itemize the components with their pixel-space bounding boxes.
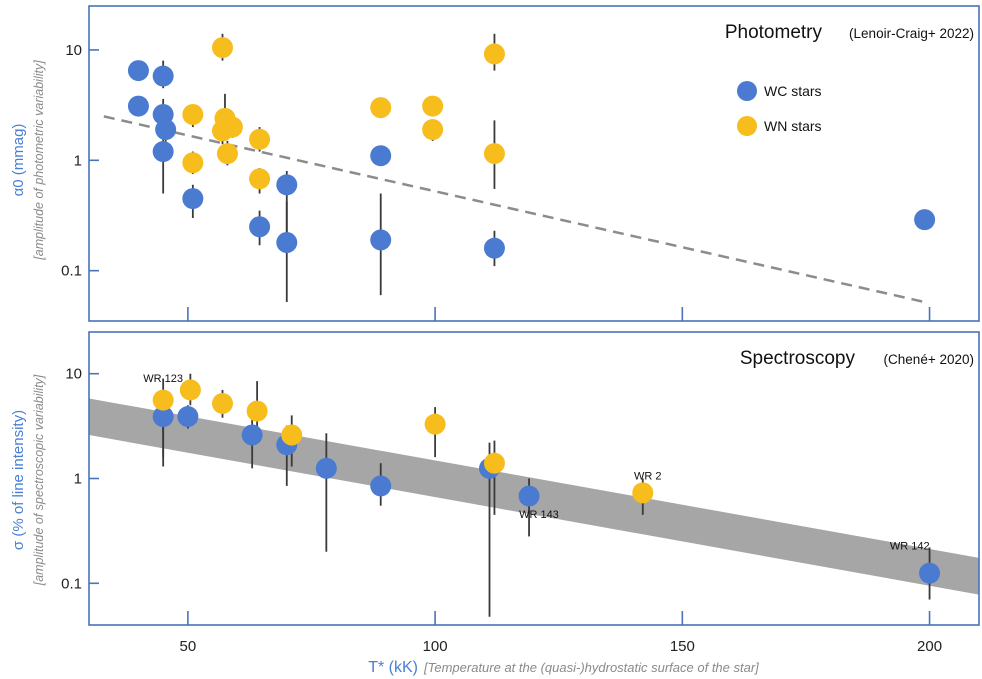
legend-label-wc: WC stars bbox=[764, 83, 822, 99]
photometry-panel: 0.1 1 10 Photometry (Lenoir-Craig+ 2022) W… bbox=[10, 5, 980, 322]
spectroscopy-point-wc bbox=[518, 485, 540, 507]
spectroscopy-ytick-label: 0.1 bbox=[61, 575, 82, 592]
photometry-ylabel: α0 (mmag) bbox=[10, 124, 27, 197]
photometry-point-wc bbox=[182, 188, 204, 210]
photometry-title-ref: (Lenoir-Craig+ 2022) bbox=[849, 26, 974, 41]
photometry-point-wc bbox=[249, 216, 271, 238]
spectroscopy-point-wn bbox=[281, 424, 303, 446]
photometry-point-wn bbox=[212, 37, 233, 59]
photometry-trend-line bbox=[103, 115, 925, 304]
spectroscopy-annotation: WR 143 bbox=[519, 509, 559, 521]
legend-label-wn: WN stars bbox=[764, 118, 822, 134]
photometry-ytick-label: 1 bbox=[74, 152, 82, 169]
spectroscopy-panel: WR 123 WR 143 WR 2 WR 142 0.1 1 10 Spectrosco… bbox=[10, 331, 980, 626]
photometry-point-wn bbox=[221, 116, 243, 138]
photometry-point-wn bbox=[249, 128, 271, 150]
spectroscopy-point-wn bbox=[246, 400, 268, 422]
spectroscopy-ylabel-sub: [amplitude of spectroscopic variability] bbox=[32, 374, 46, 586]
spectroscopy-point-wn bbox=[483, 452, 505, 474]
photometry-point-wc bbox=[152, 141, 174, 163]
photometry-point-wc bbox=[127, 95, 149, 117]
x-axis-label-sub: [Temperature at the (quasi-)hydrostatic … bbox=[423, 660, 759, 675]
spectroscopy-point-wn bbox=[152, 389, 174, 411]
photometry-point-wc bbox=[483, 237, 505, 259]
photometry-point-wn bbox=[249, 168, 271, 190]
spectroscopy-ytick-label: 1 bbox=[74, 471, 82, 488]
spectroscopy-annotation: WR 123 bbox=[143, 373, 183, 385]
x-axis-label: T* (kK) bbox=[368, 659, 418, 676]
legend-marker-wc bbox=[737, 81, 757, 101]
photometry-ytick-label: 0.1 bbox=[61, 263, 82, 280]
photometry-point-wn bbox=[422, 119, 444, 141]
spectroscopy-point-wc bbox=[177, 406, 199, 428]
photometry-point-wc bbox=[276, 174, 298, 196]
photometry-frame bbox=[88, 5, 980, 322]
spectroscopy-point-wc bbox=[241, 424, 263, 446]
spectroscopy-point-wc bbox=[315, 457, 337, 479]
legend-marker-wn bbox=[737, 116, 757, 136]
spectroscopy-annotation: WR 2 bbox=[634, 470, 662, 482]
spectroscopy-ylabel: σ (% of line intensity) bbox=[10, 410, 27, 550]
x-tick-label: 50 bbox=[180, 638, 197, 655]
x-tick-label: 150 bbox=[670, 638, 695, 655]
photometry-point-wn bbox=[182, 152, 204, 174]
spectroscopy-point-wn bbox=[179, 379, 201, 401]
photometry-point-wn bbox=[483, 43, 505, 65]
x-tick-label: 100 bbox=[423, 638, 448, 655]
spectroscopy-point-wn bbox=[632, 482, 654, 504]
photometry-point-wn bbox=[182, 103, 204, 125]
spectroscopy-point-wc bbox=[370, 475, 392, 497]
photometry-point-wn bbox=[216, 143, 238, 165]
photometry-ylabel-sub: [amplitude of photometric variability] bbox=[32, 60, 46, 261]
photometry-point-wc bbox=[276, 231, 298, 253]
spectroscopy-point-wn bbox=[212, 392, 233, 414]
photometry-title: Photometry bbox=[725, 22, 823, 43]
spectroscopy-point-wc bbox=[919, 562, 941, 584]
photometry-ytick-label: 10 bbox=[65, 42, 82, 59]
spectroscopy-ytick-label: 10 bbox=[65, 366, 82, 383]
x-tick-label: 200 bbox=[917, 638, 942, 655]
photometry-point-wn bbox=[422, 95, 444, 117]
spectroscopy-annotation: WR 142 bbox=[890, 541, 930, 553]
photometry-point-wc bbox=[370, 145, 392, 167]
spectroscopy-point-wn bbox=[424, 413, 446, 435]
photometry-point-wn bbox=[370, 97, 392, 119]
photometry-point-wc bbox=[155, 119, 177, 141]
spectroscopy-point-wc bbox=[152, 406, 174, 428]
photometry-point-wn bbox=[483, 143, 505, 165]
legend: WC stars WN stars bbox=[737, 81, 822, 136]
photometry-point-wc bbox=[127, 60, 149, 82]
photometry-point-wc bbox=[370, 229, 392, 251]
photometry-point-wc bbox=[914, 209, 936, 231]
photometry-point-wc bbox=[152, 65, 174, 87]
spectroscopy-title-ref: (Chené+ 2020) bbox=[884, 352, 974, 367]
spectroscopy-title: Spectroscopy bbox=[740, 348, 856, 369]
